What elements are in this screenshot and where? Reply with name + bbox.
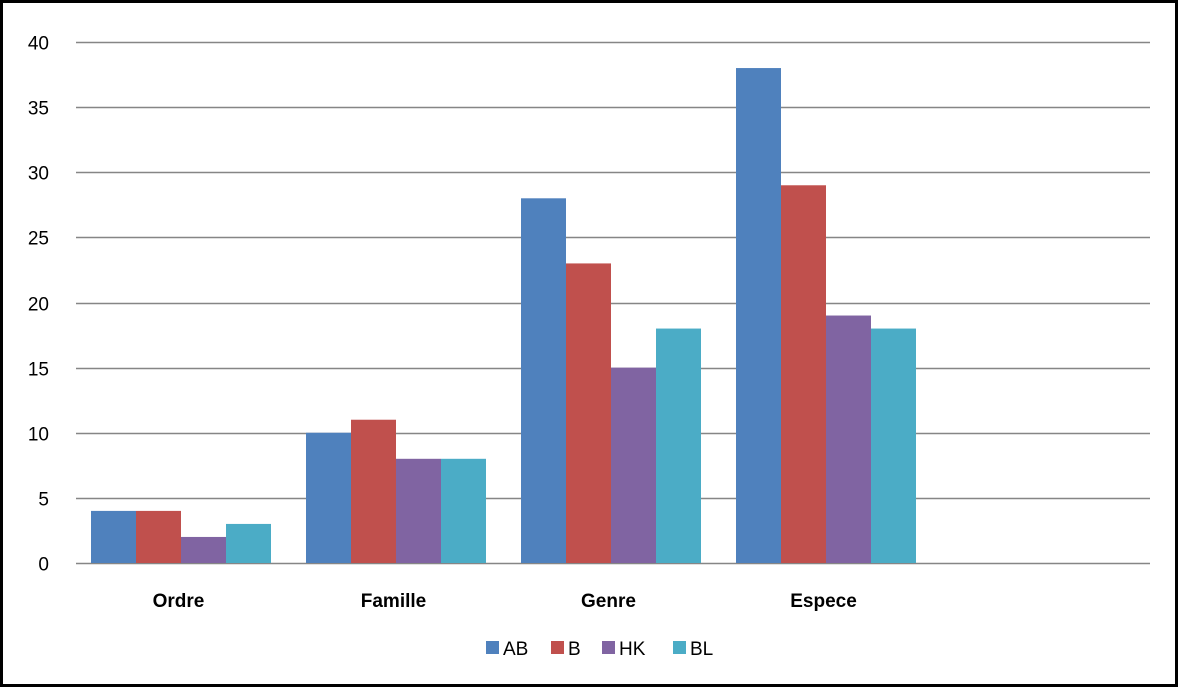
bar-bl-famille — [441, 458, 486, 563]
bar-b-espece — [781, 185, 826, 563]
y-tick-label: 0 — [38, 555, 49, 576]
bars — [91, 68, 916, 564]
x-category-label: Ordre — [153, 591, 205, 612]
legend-swatch-ab — [486, 641, 499, 654]
legend-swatch-b — [551, 641, 564, 654]
bar-hk-espece — [826, 315, 871, 563]
y-tick-label: 15 — [28, 360, 49, 381]
x-axis-category-labels: Ordre Famille Genre Espece — [153, 591, 857, 612]
y-tick-label: 35 — [28, 99, 49, 120]
legend-label-hk: HK — [619, 639, 646, 660]
legend-swatch-hk — [602, 641, 615, 654]
bar-ab-ordre — [91, 510, 136, 563]
bar-b-famille — [351, 419, 396, 563]
bar-b-genre — [566, 263, 611, 563]
bar-ab-famille — [306, 432, 351, 563]
y-tick-label: 5 — [38, 490, 49, 511]
y-axis-tick-labels: 0 5 10 15 20 25 30 35 40 — [28, 34, 49, 576]
bar-b-ordre — [136, 510, 181, 563]
x-category-label: Espece — [790, 591, 857, 612]
y-tick-label: 40 — [28, 34, 49, 55]
y-tick-label: 20 — [28, 295, 49, 316]
bar-ab-genre — [521, 198, 566, 564]
bar-bl-genre — [656, 328, 701, 563]
y-tick-label: 25 — [28, 229, 49, 250]
legend-label-b: B — [568, 639, 581, 660]
bar-bl-ordre — [226, 523, 271, 563]
x-category-label: Famille — [361, 591, 426, 612]
bar-ab-espece — [736, 68, 781, 564]
bar-chart: 0 5 10 15 20 25 30 35 40 Ordre Famille Genre Espece… — [28, 34, 1150, 660]
y-tick-label: 10 — [28, 425, 49, 446]
x-category-label: Genre — [581, 591, 636, 612]
bar-hk-famille — [396, 458, 441, 563]
bar-hk-genre — [611, 367, 656, 563]
bar-bl-espece — [871, 328, 916, 563]
y-tick-label: 30 — [28, 164, 49, 185]
bar-hk-ordre — [181, 536, 226, 563]
legend-label-ab: AB — [503, 639, 528, 660]
legend-label-bl: BL — [690, 639, 713, 660]
gridlines — [76, 41, 1150, 565]
legend-swatch-bl — [673, 641, 686, 654]
legend: AB B HK BL — [486, 639, 713, 660]
